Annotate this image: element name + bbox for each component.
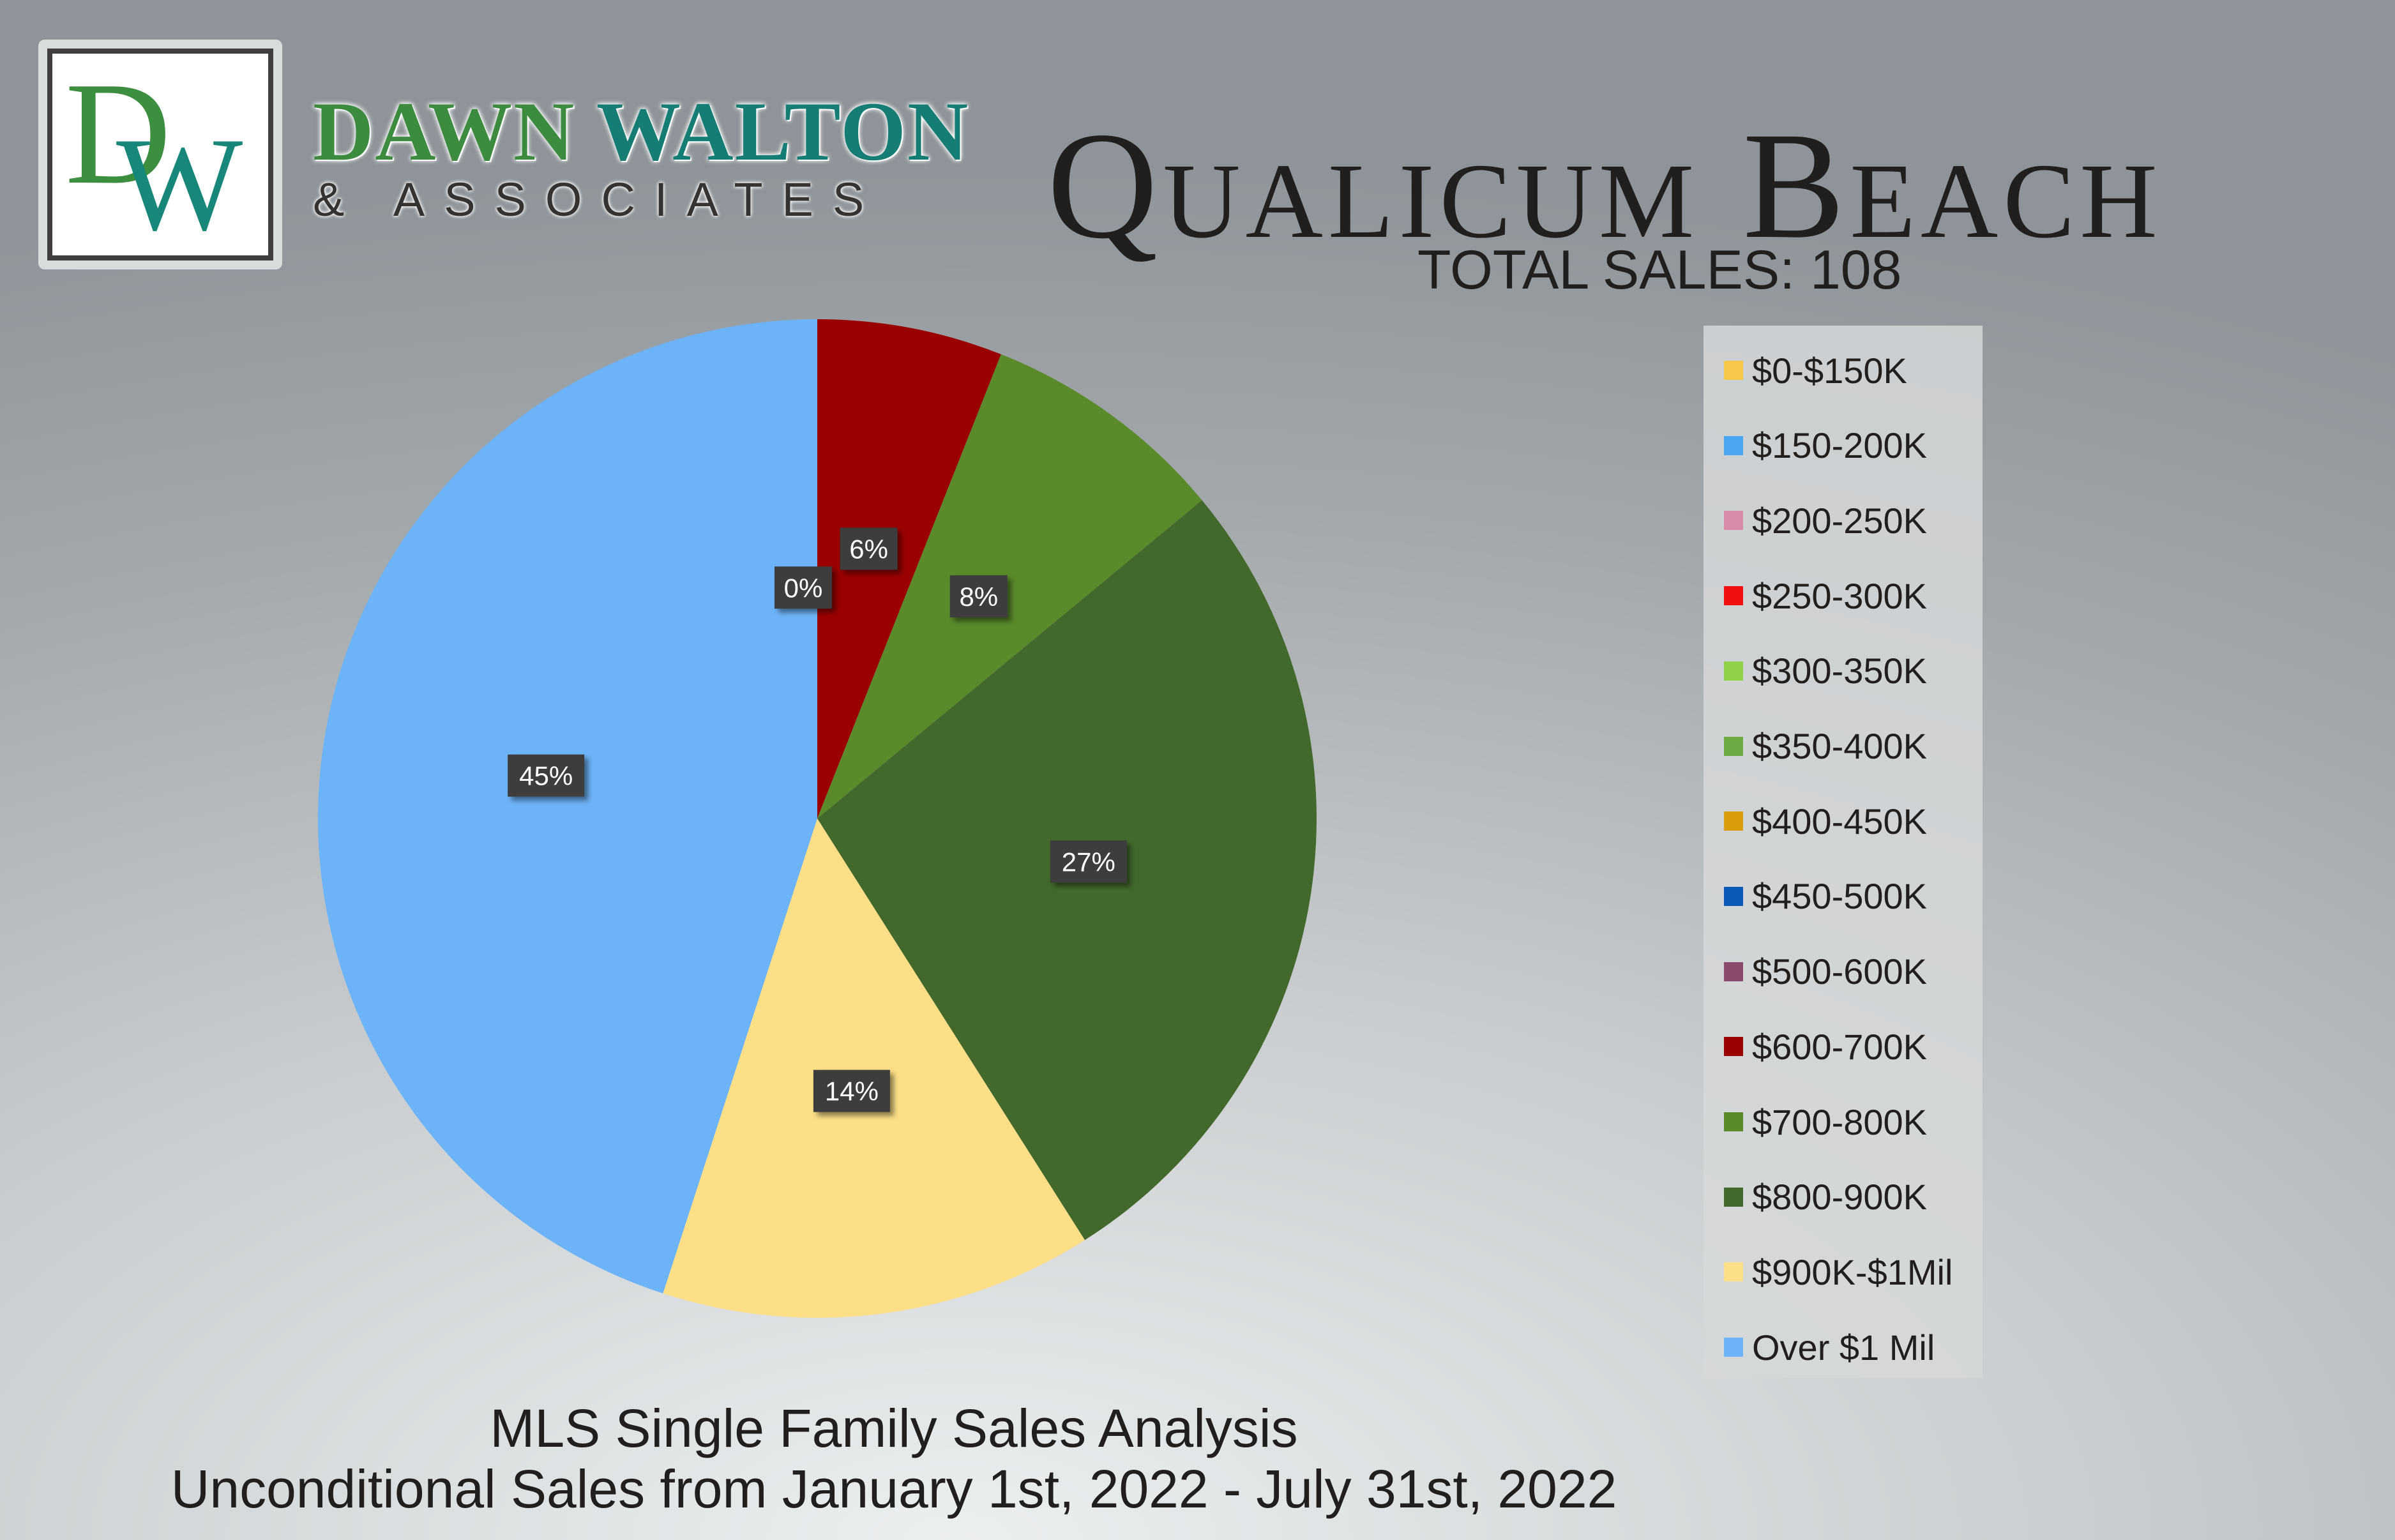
brand-name: DAWN WALTON — [313, 89, 969, 174]
data-label-text: 0% — [784, 573, 823, 603]
data-label-box — [813, 1069, 890, 1112]
legend-swatch — [1724, 586, 1743, 606]
legend-item: $250-300K — [1724, 570, 1927, 621]
legend-swatch — [1724, 1338, 1743, 1357]
legend-swatch — [1724, 435, 1743, 455]
pie-slice-over-1-mil — [318, 319, 817, 1294]
chart-title: Qualicum Beach — [1047, 100, 2163, 270]
legend-item: $350-400K — [1724, 721, 1927, 772]
legend-label: $350-400K — [1752, 726, 1928, 766]
brand-wordmark: DAWN WALTON & ASSOCIATES — [313, 89, 969, 223]
total-sales: TOTAL SALES: 108 — [1417, 239, 1902, 301]
legend-swatch — [1724, 1037, 1743, 1057]
legend-label: $0-$150K — [1752, 350, 1907, 391]
legend-swatch — [1724, 1112, 1743, 1131]
data-label-box — [840, 527, 898, 570]
legend-label: $450-500K — [1752, 876, 1928, 917]
data-label: 14% — [813, 1069, 890, 1112]
logo-mark: D W — [47, 49, 273, 260]
legend-label: Over $1 Mil — [1752, 1327, 1935, 1368]
legend-item: $150-200K — [1724, 420, 1927, 471]
legend-swatch — [1724, 1262, 1743, 1282]
legend-label: $900K-$1Mil — [1752, 1251, 1953, 1292]
legend-item: $300-350K — [1724, 645, 1927, 697]
legend-swatch — [1724, 511, 1743, 531]
pie-slice-600-700k — [817, 319, 1001, 819]
logo-letter-w: W — [116, 110, 243, 259]
legend-label: $800-900K — [1752, 1177, 1928, 1218]
legend-swatch — [1724, 361, 1743, 380]
legend-swatch — [1724, 661, 1743, 681]
data-label: 0% — [774, 566, 832, 609]
legend-label: $200-250K — [1752, 500, 1928, 541]
data-label: 45% — [508, 754, 585, 797]
legend-item: Over $1 Mil — [1724, 1322, 1935, 1373]
legend-label: $400-450K — [1752, 801, 1928, 842]
legend-swatch — [1724, 886, 1743, 906]
logo-letter-d: D — [65, 52, 172, 215]
data-label-box — [1050, 840, 1127, 883]
data-label-text: 27% — [1062, 847, 1115, 877]
data-label-box — [949, 575, 1008, 618]
legend-item: $400-450K — [1724, 796, 1927, 847]
data-label-text: 6% — [849, 534, 888, 564]
legend-item: $450-500K — [1724, 871, 1927, 922]
legend-item: $0-$150K — [1724, 345, 1907, 396]
legend-swatch — [1724, 962, 1743, 981]
data-label-box — [774, 566, 832, 609]
legend-swatch — [1724, 1187, 1743, 1207]
legend-item: $500-600K — [1724, 946, 1927, 997]
data-label: 6% — [840, 527, 898, 570]
pie-slice-700-800k — [817, 354, 1202, 819]
legend-item: $600-700K — [1724, 1021, 1927, 1072]
legend-label: $150-200K — [1752, 425, 1928, 466]
data-label-text: 8% — [959, 582, 998, 612]
date-range: Unconditional Sales from January 1st, 20… — [170, 1459, 1617, 1519]
legend-swatch — [1724, 736, 1743, 756]
brand-subtitle: & ASSOCIATES — [313, 173, 884, 226]
legend-item: $200-250K — [1724, 495, 1927, 546]
data-label-text: 14% — [825, 1076, 879, 1106]
brand-name-last: WALTON — [596, 84, 970, 178]
data-label: 8% — [949, 575, 1008, 618]
pie-slice-900k-1mil — [663, 819, 1085, 1318]
chart-legend: $0-$150K $150-200K $200-250K $250-300K $300-… — [1704, 326, 1983, 1378]
legend-label: $300-350K — [1752, 651, 1928, 691]
brand-name-first: DAWN — [313, 84, 576, 178]
logo: D W — [38, 40, 282, 269]
legend-item: $900K-$1Mil — [1724, 1246, 1953, 1297]
legend-label: $250-300K — [1752, 575, 1928, 616]
legend-item: $800-900K — [1724, 1172, 1927, 1223]
data-label-box — [508, 754, 585, 797]
legend-label: $700-800K — [1752, 1101, 1928, 1142]
legend-swatch — [1724, 812, 1743, 831]
data-label: 27% — [1050, 840, 1127, 883]
legend-label: $500-600K — [1752, 951, 1928, 992]
legend-item: $700-800K — [1724, 1096, 1927, 1147]
data-label-text: 45% — [519, 761, 573, 791]
legend-label: $600-700K — [1752, 1026, 1928, 1067]
chart-subtitle: MLS Single Family Sales Analysis — [490, 1398, 1298, 1458]
